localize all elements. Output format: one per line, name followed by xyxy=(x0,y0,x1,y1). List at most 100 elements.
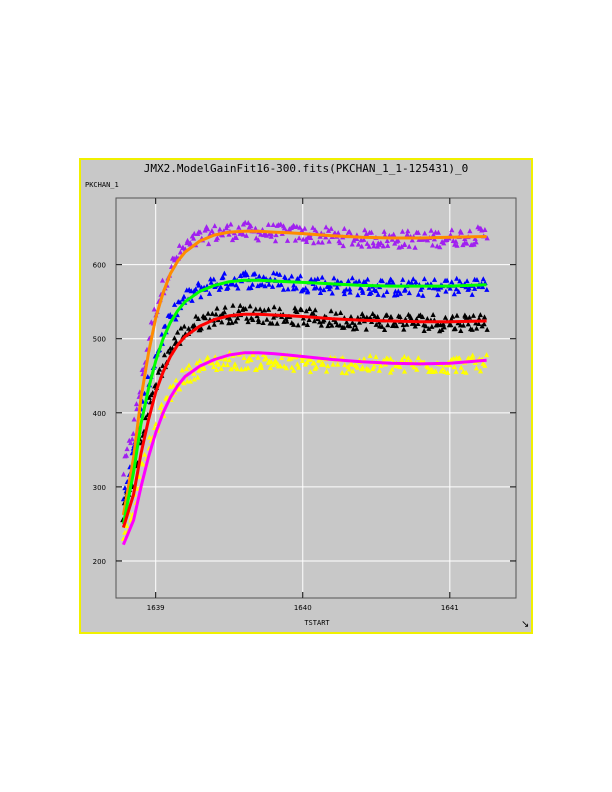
data-point xyxy=(408,315,414,321)
data-point xyxy=(463,369,469,375)
data-point xyxy=(180,296,186,302)
data-point xyxy=(197,229,203,235)
data-point xyxy=(397,290,403,296)
data-point xyxy=(170,382,176,388)
data-point xyxy=(252,225,259,231)
data-point xyxy=(231,275,238,281)
data-point xyxy=(317,289,324,295)
data-point xyxy=(247,303,253,309)
data-point xyxy=(176,242,183,248)
data-point xyxy=(177,299,183,305)
data-point xyxy=(380,292,387,298)
data-point xyxy=(447,285,453,291)
data-point xyxy=(315,276,321,282)
data-point xyxy=(343,370,350,376)
data-point xyxy=(248,357,254,363)
data-point xyxy=(347,289,353,295)
data-point xyxy=(451,364,457,370)
data-point xyxy=(248,285,254,291)
data-point xyxy=(444,237,450,243)
data-point xyxy=(326,320,332,326)
data-point xyxy=(311,240,317,246)
data-point xyxy=(341,291,348,297)
data-point xyxy=(480,284,486,290)
data-point xyxy=(465,321,471,327)
data-point xyxy=(171,257,178,263)
data-point xyxy=(481,314,488,320)
data-point xyxy=(370,311,376,317)
data-point xyxy=(209,360,215,366)
data-point xyxy=(282,275,289,281)
data-point xyxy=(167,311,173,317)
data-point xyxy=(289,364,295,370)
data-point xyxy=(404,231,410,237)
data-point xyxy=(439,326,445,332)
data-point xyxy=(161,352,168,358)
data-point xyxy=(304,321,311,327)
data-point xyxy=(460,322,466,328)
data-point xyxy=(334,284,340,290)
data-point xyxy=(218,365,224,371)
data-point xyxy=(325,227,332,233)
data-point xyxy=(293,285,299,291)
data-point xyxy=(366,243,372,249)
data-point xyxy=(209,310,215,316)
data-point xyxy=(484,326,490,332)
data-point xyxy=(230,281,236,287)
data-point xyxy=(277,306,283,312)
data-point xyxy=(220,362,226,368)
data-point xyxy=(400,276,406,282)
data-point xyxy=(347,286,353,292)
data-point xyxy=(191,322,197,328)
data-point xyxy=(473,325,480,331)
data-point xyxy=(359,364,366,370)
data-point xyxy=(142,451,148,457)
data-point xyxy=(257,306,263,312)
data-point xyxy=(295,322,301,328)
data-point xyxy=(350,368,356,374)
data-point xyxy=(363,326,369,332)
data-point xyxy=(458,328,464,334)
data-point xyxy=(213,366,220,372)
data-point xyxy=(252,270,258,276)
data-point xyxy=(291,282,297,288)
data-point xyxy=(477,368,484,374)
data-point xyxy=(273,232,279,238)
data-point xyxy=(458,364,464,370)
resize-handle-icon[interactable]: ↘ xyxy=(521,619,530,630)
data-point xyxy=(225,284,231,290)
data-point xyxy=(437,244,443,250)
plot-window: JMX2.ModelGainFit16-300.fits(PKCHAN_1_1-… xyxy=(79,158,533,634)
data-point xyxy=(421,276,428,282)
data-point xyxy=(219,319,225,325)
data-point xyxy=(280,286,287,292)
data-point xyxy=(484,235,490,241)
data-point xyxy=(292,305,298,311)
data-point xyxy=(385,322,391,328)
data-point xyxy=(171,301,178,307)
data-point xyxy=(330,361,336,367)
data-point xyxy=(158,401,165,407)
data-point xyxy=(278,221,284,227)
fit-curve xyxy=(121,312,487,529)
data-point xyxy=(233,235,239,241)
data-point xyxy=(260,274,267,280)
data-point xyxy=(360,313,367,319)
data-point xyxy=(236,224,242,230)
data-point xyxy=(371,243,377,249)
data-point xyxy=(245,319,251,325)
data-point xyxy=(191,230,197,236)
data-point xyxy=(415,355,421,361)
data-point xyxy=(435,229,441,235)
data-point xyxy=(424,315,430,321)
data-point xyxy=(242,306,249,312)
data-point xyxy=(303,238,310,244)
data-point xyxy=(311,318,317,324)
data-point xyxy=(384,312,390,318)
data-point xyxy=(453,368,459,374)
data-point xyxy=(440,366,446,372)
data-point xyxy=(425,364,431,370)
data-point xyxy=(323,224,329,230)
data-point xyxy=(359,287,365,293)
data-point xyxy=(245,365,251,371)
